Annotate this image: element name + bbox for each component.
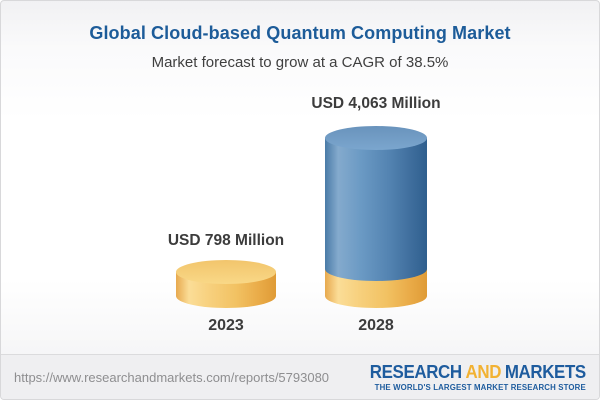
bar-2028-value-label: USD 4,063 Million — [311, 95, 441, 112]
footer-bar: https://www.researchandmarkets.com/repor… — [1, 354, 599, 399]
chart-subtitle: Market forecast to grow at a CAGR of 38.… — [151, 54, 449, 71]
bar-2023-category-label: 2023 — [208, 317, 244, 334]
logo-wordmark: RESEARCH AND MARKETS — [370, 363, 586, 381]
bar-2028-top-cap — [325, 126, 427, 150]
logo-word-and: AND — [465, 361, 502, 382]
chart-title: Global Cloud-based Quantum Computing Mar… — [89, 23, 511, 43]
logo-word-markets: MARKETS — [504, 361, 586, 382]
logo-tagline: THE WORLD'S LARGEST MARKET RESEARCH STOR… — [374, 382, 586, 392]
bar-2028-category-label: 2028 — [358, 317, 394, 334]
bar-2023-top-cap — [176, 260, 276, 284]
bar-2028-body — [325, 138, 427, 281]
research-and-markets-logo: RESEARCH AND MARKETS THE WORLD'S LARGEST M… — [356, 363, 586, 392]
bar-2023-value-label: USD 798 Million — [167, 232, 285, 249]
report-url: https://www.researchandmarkets.com/repor… — [14, 369, 330, 385]
logo-word-research: RESEARCH — [369, 361, 462, 382]
